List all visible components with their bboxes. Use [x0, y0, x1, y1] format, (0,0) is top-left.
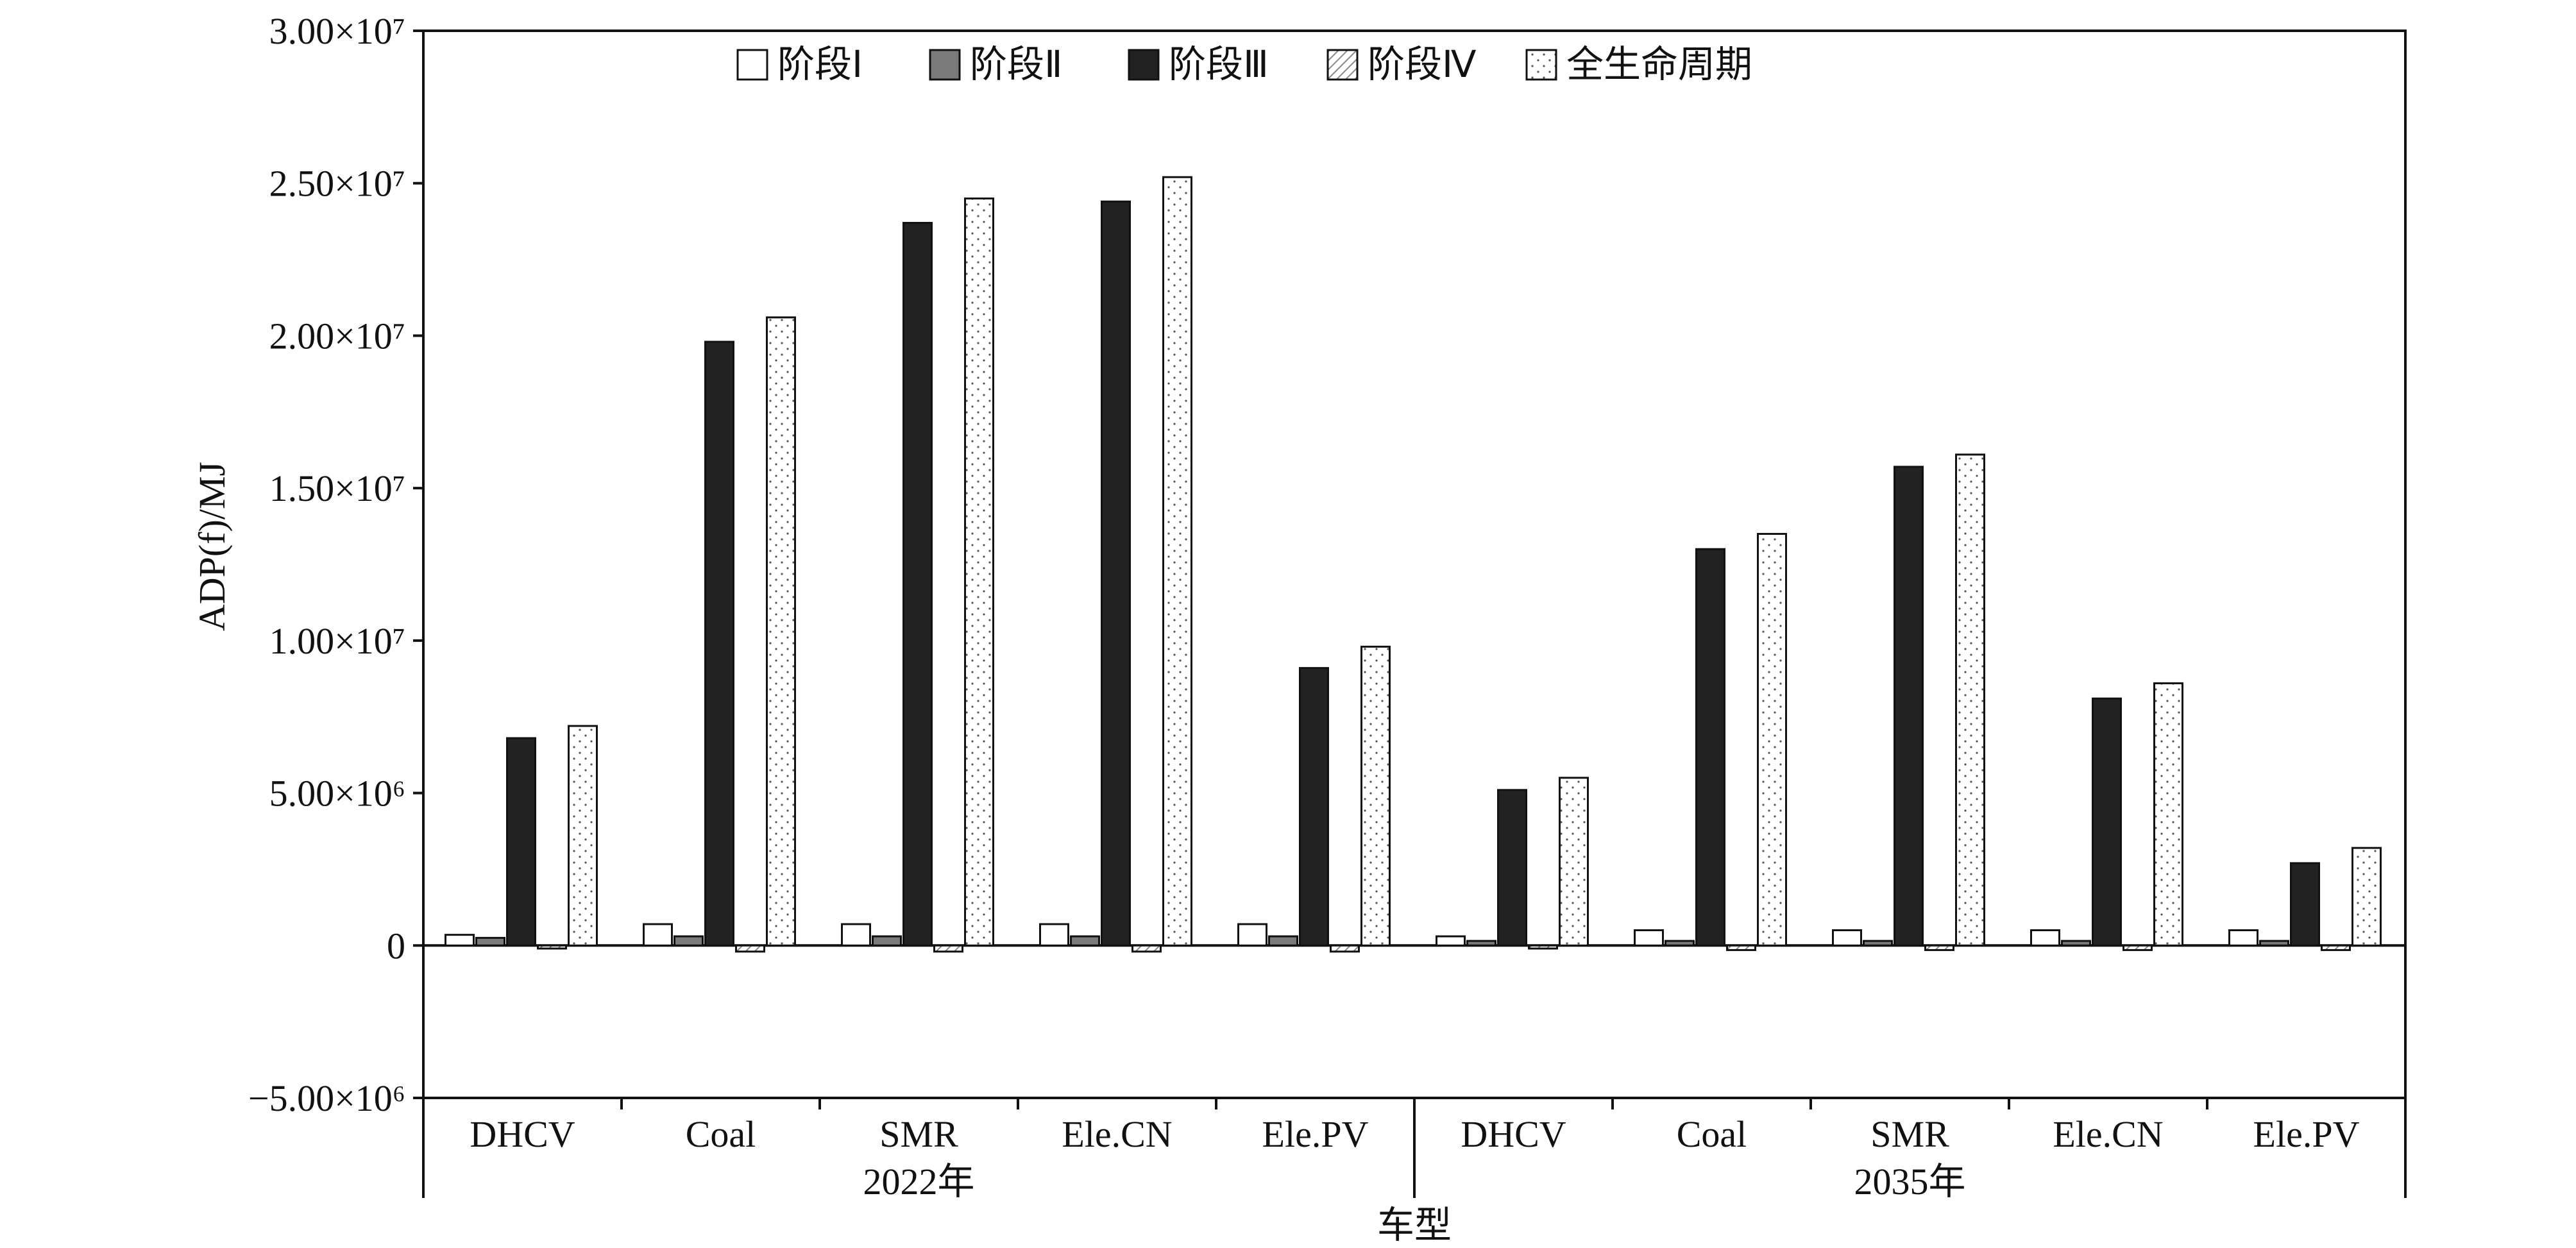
legend-label: 阶段Ⅱ	[970, 42, 1063, 86]
bar-dotted-coal	[1757, 532, 1787, 947]
bar-white-smr	[841, 923, 871, 947]
y-tick-label: 5.00×10⁶	[269, 773, 405, 814]
x-axis-label: 车型	[1377, 1203, 1452, 1247]
bar-dotted-smr	[1955, 453, 1985, 947]
bars-layer	[445, 176, 2382, 953]
bar-gray-elepv	[2259, 940, 2289, 947]
legend-label: 阶段Ⅳ	[1368, 42, 1477, 86]
bar-black-coal	[1695, 548, 1725, 947]
bar-black-dhcv	[506, 737, 536, 947]
bar-gray-elepv	[1268, 935, 1298, 947]
bar-black-elepv	[1299, 667, 1329, 947]
category-label: Ele.PV	[2253, 1113, 2360, 1155]
bar-gray-elecn	[1070, 935, 1100, 947]
bar-hatched-elecn	[2123, 944, 2153, 951]
category-label: Coal	[1677, 1113, 1747, 1155]
bar-white-elepv	[2228, 929, 2258, 947]
bar-hatched-smr	[1924, 944, 1954, 951]
y-tick-label: 2.50×10⁷	[269, 163, 405, 205]
bar-dotted-dhcv	[1559, 777, 1589, 947]
legend-swatch-gray	[929, 49, 961, 81]
bar-white-smr	[1832, 929, 1862, 947]
bar-hatched-coal	[735, 944, 765, 953]
bar-dotted-elepv	[1360, 645, 1391, 947]
y-tick-label: 1.00×10⁷	[269, 620, 405, 662]
bar-hatched-elecn	[1131, 944, 1162, 953]
bar-hatched-coal	[1726, 944, 1756, 951]
bar-gray-smr	[872, 935, 902, 947]
legend-swatch-black	[1128, 49, 1160, 81]
axes-layer: −5.00×10⁶ 0 5.00×10⁶ 1.00×10⁷ 1.50×10⁷ 2.00×1…	[248, 10, 2407, 1202]
bar-black-dhcv	[1497, 789, 1527, 947]
bar-gray-elecn	[2061, 940, 2091, 947]
bar-hatched-elepv	[2321, 944, 2351, 951]
y-axis-label: ADP(f)/MJ	[191, 462, 233, 631]
category-label: DHCV	[470, 1113, 575, 1155]
bar-white-elecn	[1039, 923, 1069, 947]
group-label: 2022年	[863, 1161, 974, 1202]
bar-dotted-elecn	[2153, 682, 2183, 947]
legend-label: 全生命周期	[1566, 42, 1752, 86]
bar-white-dhcv	[445, 934, 475, 947]
category-label: DHCV	[1461, 1113, 1566, 1155]
bar-white-elecn	[2030, 929, 2060, 947]
legend-swatch-dotted	[1525, 49, 1557, 81]
legend-label: 阶段Ⅲ	[1169, 42, 1269, 86]
bar-white-coal	[643, 923, 673, 947]
y-tick-label: 1.50×10⁷	[269, 468, 405, 509]
bar-hatched-smr	[933, 944, 963, 953]
bar-black-elepv	[2290, 862, 2320, 947]
bar-gray-coal	[1665, 940, 1695, 947]
bar-hatched-dhcv	[1528, 944, 1558, 950]
bar-gray-smr	[1863, 940, 1893, 947]
category-label: SMR	[879, 1113, 958, 1155]
y-tick-label: −5.00×10⁶	[248, 1077, 405, 1119]
legend-label: 阶段Ⅰ	[777, 42, 863, 86]
bar-black-elecn	[2092, 697, 2122, 947]
bar-gray-dhcv	[475, 936, 505, 947]
legend-swatch-white	[736, 49, 768, 81]
legend: 阶段Ⅰ 阶段Ⅱ 阶段Ⅲ 阶段Ⅳ 全生命周期	[736, 42, 1752, 86]
bar-dotted-dhcv	[568, 725, 598, 947]
bar-gray-coal	[674, 935, 704, 947]
category-label: SMR	[1870, 1113, 1949, 1155]
bar-white-coal	[1634, 929, 1664, 947]
y-tick-label: 0	[387, 925, 405, 966]
category-label: Coal	[686, 1113, 756, 1155]
y-tick-label: 3.00×10⁷	[269, 10, 405, 52]
bar-black-elecn	[1101, 200, 1131, 947]
bar-black-smr	[1894, 466, 1924, 947]
bar-gray-dhcv	[1466, 940, 1496, 947]
bar-black-coal	[704, 341, 734, 947]
bar-white-elepv	[1237, 923, 1267, 947]
category-label: Ele.CN	[1062, 1113, 1172, 1155]
bar-white-dhcv	[1436, 935, 1466, 947]
y-tick-label: 2.00×10⁷	[269, 315, 405, 357]
bar-dotted-elepv	[2351, 847, 2382, 947]
bar-black-smr	[902, 222, 933, 947]
category-label: Ele.PV	[1262, 1113, 1369, 1155]
bar-dotted-coal	[766, 316, 796, 947]
bar-hatched-elepv	[1330, 944, 1360, 953]
group-label: 2035年	[1854, 1161, 1965, 1202]
bar-dotted-smr	[964, 197, 994, 947]
legend-swatch-hatched	[1326, 49, 1359, 81]
bar-dotted-elecn	[1162, 176, 1192, 947]
bar-hatched-dhcv	[537, 944, 567, 950]
category-label: Ele.CN	[2053, 1113, 2163, 1155]
